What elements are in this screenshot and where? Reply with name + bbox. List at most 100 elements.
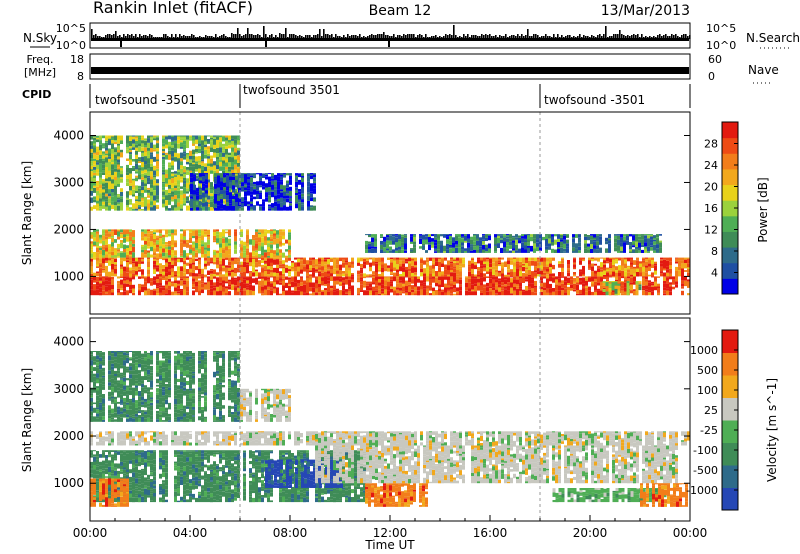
heatmap-cell bbox=[174, 185, 177, 188]
heatmap-cell bbox=[525, 263, 528, 268]
heatmap-cell bbox=[270, 241, 273, 243]
nsky-bar bbox=[199, 36, 201, 39]
heatmap-cell bbox=[267, 269, 270, 271]
nsky-bar bbox=[523, 36, 525, 39]
heatmap-cell bbox=[271, 180, 274, 185]
heatmap-cell bbox=[93, 169, 96, 173]
heatmap-cell bbox=[461, 245, 464, 247]
heatmap-cell bbox=[144, 481, 147, 486]
heatmap-cell bbox=[198, 274, 201, 277]
heatmap-cell bbox=[630, 282, 633, 285]
y-tick-label: 4000 bbox=[53, 128, 84, 142]
heatmap-cell bbox=[324, 259, 327, 262]
nsky-bar bbox=[637, 34, 639, 39]
heatmap-cell bbox=[222, 160, 225, 164]
heatmap-cell bbox=[312, 287, 315, 293]
heatmap-cell bbox=[411, 279, 414, 284]
heatmap-cell bbox=[348, 289, 351, 292]
heatmap-cell bbox=[434, 242, 437, 246]
heatmap-cell bbox=[156, 288, 159, 291]
heatmap-cell bbox=[222, 152, 225, 157]
heatmap-cell bbox=[217, 184, 220, 188]
heatmap-cell bbox=[261, 237, 264, 243]
heatmap-cell bbox=[626, 281, 630, 283]
heatmap-cell bbox=[150, 159, 153, 164]
heatmap-cell bbox=[644, 248, 647, 253]
heatmap-cell bbox=[117, 145, 120, 150]
heatmap-cell bbox=[250, 203, 253, 207]
heatmap-cell bbox=[249, 271, 252, 273]
nsky-bar bbox=[221, 35, 223, 39]
heatmap-cell bbox=[413, 244, 416, 248]
heatmap-cell bbox=[213, 258, 216, 262]
heatmap-cell bbox=[684, 257, 687, 260]
nsky-bar bbox=[377, 34, 379, 39]
heatmap-cell bbox=[186, 178, 189, 183]
heatmap-cell bbox=[564, 285, 567, 289]
heatmap-cell bbox=[528, 283, 531, 287]
heatmap-cell bbox=[561, 290, 564, 296]
heatmap-cell bbox=[213, 144, 216, 149]
heatmap-cell bbox=[597, 272, 600, 277]
heatmap-cell bbox=[339, 290, 342, 296]
heatmap-cell bbox=[246, 280, 249, 284]
heatmap-cell bbox=[378, 285, 381, 290]
heatmap-cell bbox=[561, 260, 564, 264]
heatmap-cell bbox=[126, 460, 129, 465]
heatmap-cell bbox=[432, 264, 435, 269]
heatmap-cell bbox=[399, 288, 402, 291]
heatmap-cell bbox=[519, 278, 522, 283]
heatmap-cell bbox=[405, 266, 408, 270]
heatmap-cell bbox=[207, 239, 210, 245]
heatmap-cell bbox=[360, 277, 363, 280]
heatmap-cell bbox=[177, 471, 180, 476]
heatmap-cell bbox=[678, 266, 681, 270]
heatmap-cell bbox=[229, 182, 232, 185]
heatmap-cell bbox=[294, 271, 297, 277]
heatmap-cell bbox=[192, 135, 195, 137]
heatmap-cell bbox=[223, 177, 226, 183]
heatmap-cell bbox=[576, 276, 579, 278]
heatmap-cell bbox=[174, 287, 177, 291]
heatmap-cell bbox=[530, 245, 533, 252]
heatmap-cell bbox=[669, 268, 672, 274]
heatmap-cell bbox=[684, 263, 687, 269]
heatmap-cell bbox=[449, 246, 452, 249]
heatmap-cell bbox=[114, 148, 117, 153]
heatmap-cell bbox=[141, 161, 144, 168]
heatmap-cell bbox=[389, 250, 392, 253]
heatmap-cell bbox=[162, 135, 165, 137]
heatmap-cell bbox=[411, 260, 414, 266]
heatmap-cell bbox=[330, 257, 333, 259]
heatmap-cell bbox=[195, 229, 198, 231]
heatmap-cell bbox=[476, 240, 479, 246]
heatmap-cell bbox=[105, 199, 108, 202]
heatmap-cell bbox=[633, 266, 636, 269]
heatmap-cell bbox=[219, 285, 222, 291]
heatmap-cell bbox=[93, 290, 96, 296]
heatmap-cell bbox=[201, 150, 204, 154]
heatmap-cell bbox=[277, 189, 280, 195]
heatmap-cell bbox=[234, 143, 237, 146]
heatmap-cell bbox=[629, 251, 632, 253]
heatmap-cell bbox=[201, 188, 204, 194]
heatmap-cell bbox=[90, 241, 93, 244]
heatmap-cell bbox=[525, 257, 528, 260]
heatmap-cell bbox=[220, 177, 223, 182]
heatmap-cell bbox=[313, 174, 316, 178]
heatmap-cell bbox=[285, 264, 288, 268]
heatmap-cell bbox=[117, 162, 120, 165]
heatmap-cell bbox=[150, 152, 153, 155]
heatmap-cell bbox=[603, 264, 606, 268]
heatmap-cell bbox=[309, 274, 312, 277]
heatmap-cell bbox=[390, 279, 393, 282]
heatmap-cell bbox=[360, 275, 363, 277]
heatmap-cell bbox=[398, 246, 401, 250]
heatmap-cell bbox=[426, 288, 429, 292]
heatmap-cell bbox=[153, 476, 156, 481]
heatmap-cell bbox=[306, 291, 309, 293]
heatmap-cell bbox=[261, 293, 264, 296]
heatmap-cell bbox=[213, 161, 216, 166]
heatmap-cell bbox=[99, 180, 102, 185]
heatmap-cell bbox=[504, 289, 507, 296]
